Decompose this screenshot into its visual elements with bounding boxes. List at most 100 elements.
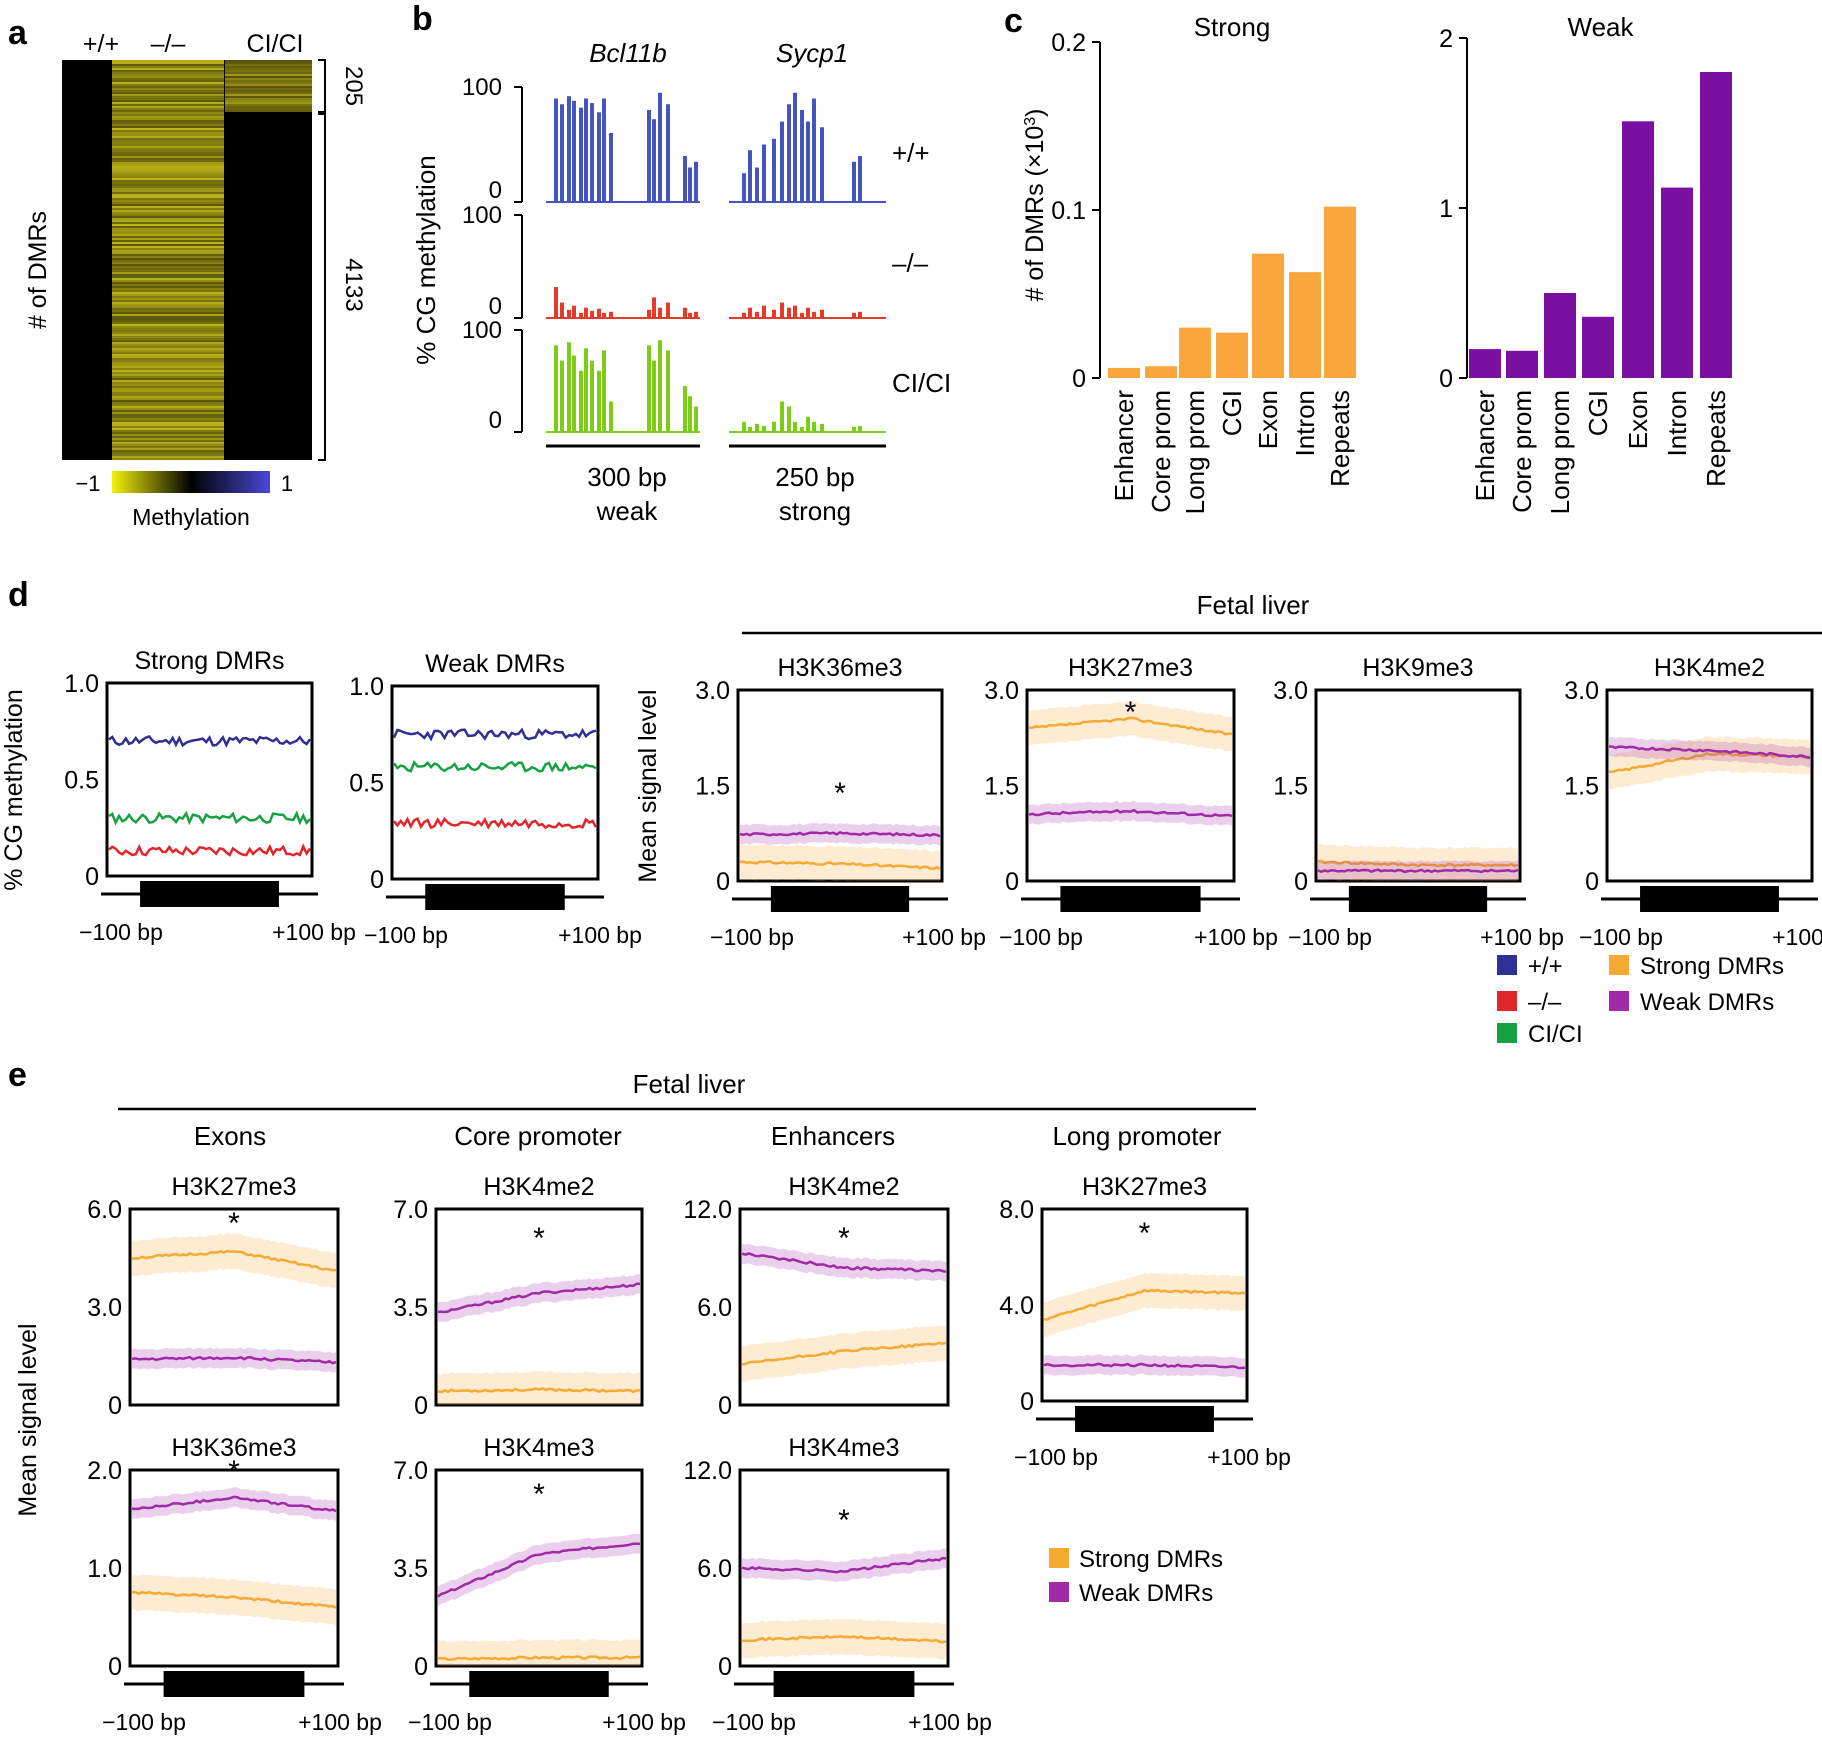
- methylation-bar: [812, 311, 816, 318]
- methylation-bar: [694, 311, 698, 318]
- methylation-bar: [820, 309, 824, 318]
- heatmap-cell: [112, 360, 224, 362]
- heatmap-cell: [112, 250, 224, 252]
- methylation-bar: [602, 98, 606, 202]
- heatmap-cell: [112, 92, 224, 94]
- plot-title: H3K9me3: [1362, 654, 1473, 682]
- dmr-count-4133: 4133: [340, 258, 367, 311]
- heatmap-cell: [112, 130, 224, 132]
- heatmap-cell: [112, 320, 224, 322]
- heatmap-cell: [112, 424, 224, 426]
- category-label: Repeats: [1701, 390, 1731, 487]
- tick-label: 0: [716, 868, 730, 896]
- heatmap-cell: [112, 134, 224, 136]
- heatmap-cell: [112, 302, 224, 304]
- series-line-ci-ci: [108, 810, 311, 826]
- methylation-bar: [806, 307, 810, 318]
- heatmap-cell: [112, 322, 224, 324]
- methylation-bar: [800, 426, 804, 432]
- plot-title: H3K4me2: [788, 1173, 899, 1201]
- x-right-label: +100 bp: [602, 1709, 686, 1735]
- heatmap-cell: [225, 72, 312, 74]
- meth-ylabel: % CG methylation: [0, 689, 28, 890]
- tick-label: 1.5: [1564, 773, 1599, 801]
- methylation-bar: [683, 386, 687, 432]
- methylation-bar: [820, 127, 824, 202]
- methylation-bar: [597, 308, 601, 318]
- methylation-bar: [806, 121, 810, 202]
- heatmap-cell: [112, 348, 224, 350]
- heatmap-cell: [112, 246, 224, 248]
- heatmap-cell: [112, 114, 224, 116]
- heatmap-cell: [112, 294, 224, 296]
- heatmap-cell: [112, 432, 224, 434]
- x-left-label: −100 bp: [79, 919, 163, 945]
- heatmap-cell: [112, 336, 224, 338]
- heatmap-cell: [112, 210, 224, 212]
- x-left-label: −100 bp: [710, 924, 794, 950]
- x-right-label: +100 bp: [1207, 1444, 1291, 1470]
- x-left-label: −100 bp: [408, 1709, 492, 1735]
- methylation-bar: [772, 421, 776, 432]
- plot-frame: [1040, 1207, 1249, 1403]
- series-line--: [108, 843, 312, 857]
- methylation-bar: [694, 406, 698, 432]
- methylation-bar: [800, 110, 804, 202]
- confidence-band: [438, 1273, 640, 1322]
- heatmap-cell: [112, 338, 224, 340]
- confidence-band: [1609, 736, 1810, 768]
- heatmap-cell: [112, 368, 224, 370]
- series-line-ci-ci: [392, 759, 597, 773]
- category-label: Intron: [1662, 390, 1692, 457]
- methylation-bar: [793, 92, 797, 202]
- tick-label: 0: [489, 407, 502, 434]
- methylation-bar: [658, 340, 662, 432]
- heatmap-cell: [112, 182, 224, 184]
- bar-cgi: [1216, 332, 1248, 378]
- heatmap-cell: [112, 124, 224, 126]
- legend-label: Strong DMRs: [1079, 1546, 1223, 1573]
- methylation-bar: [554, 98, 558, 202]
- tick-label: 1.0: [64, 670, 99, 698]
- heatmap-cell: [112, 454, 224, 456]
- legend-swatch: [1609, 955, 1629, 975]
- legend-swatch: [1497, 991, 1517, 1011]
- heatmap-cell: [112, 394, 224, 396]
- x-left-label: −100 bp: [1014, 1444, 1098, 1470]
- gene-name: Bcl11b: [589, 38, 667, 68]
- scaled-region-label: Scaled region: [1072, 891, 1188, 912]
- tick-label: 100: [462, 74, 502, 101]
- heatmap-cell: [112, 110, 224, 112]
- heatmap-cell: [225, 98, 312, 100]
- methylation-bar: [748, 426, 752, 432]
- bar-ylabel: # of DMRs (×103): [1021, 109, 1049, 302]
- heatmap-cell: [112, 412, 224, 414]
- scaled-region-label: Scaled region: [437, 889, 553, 910]
- tick-label: 0: [85, 863, 99, 891]
- heatmap-cell: [112, 156, 224, 158]
- heatmap-cell: [112, 62, 224, 64]
- heatmap-cell: [112, 108, 224, 110]
- heatmap-cell: [112, 180, 224, 182]
- heatmap-cell: [112, 416, 224, 418]
- heatmap-cell: [112, 196, 224, 198]
- series-line-strong-dmrs: [739, 860, 941, 871]
- methylation-bar: [688, 396, 692, 432]
- heatmap-cell: [112, 144, 224, 146]
- heatmap-cell: [112, 358, 224, 360]
- heatmap-cell: [112, 318, 224, 320]
- heatmap-cell: [112, 126, 224, 128]
- tick-label: 0: [489, 177, 502, 204]
- heatmap-cell: [112, 414, 224, 416]
- series-line-strong-dmrs: [1043, 1288, 1246, 1321]
- tick-label: 3.0: [87, 1294, 122, 1322]
- series-line-strong-dmrs: [132, 1590, 337, 1609]
- methylation-bar: [666, 350, 670, 432]
- methylation-colorbar: [112, 471, 270, 493]
- scaled-region-label: Scaled region: [481, 1676, 597, 1697]
- x-left-label: −100 bp: [102, 1709, 186, 1735]
- heatmap-cell: [112, 240, 224, 242]
- heatmap-cell: [112, 386, 224, 388]
- methylation-bar: [602, 350, 606, 432]
- methylation-bar: [694, 161, 698, 202]
